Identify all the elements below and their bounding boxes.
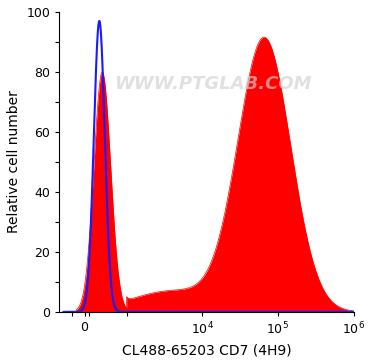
X-axis label: CL488-65203 CD7 (4H9): CL488-65203 CD7 (4H9) <box>122 343 291 357</box>
Text: WWW.PTGLAB.COM: WWW.PTGLAB.COM <box>113 75 311 93</box>
Y-axis label: Relative cell number: Relative cell number <box>7 91 21 233</box>
